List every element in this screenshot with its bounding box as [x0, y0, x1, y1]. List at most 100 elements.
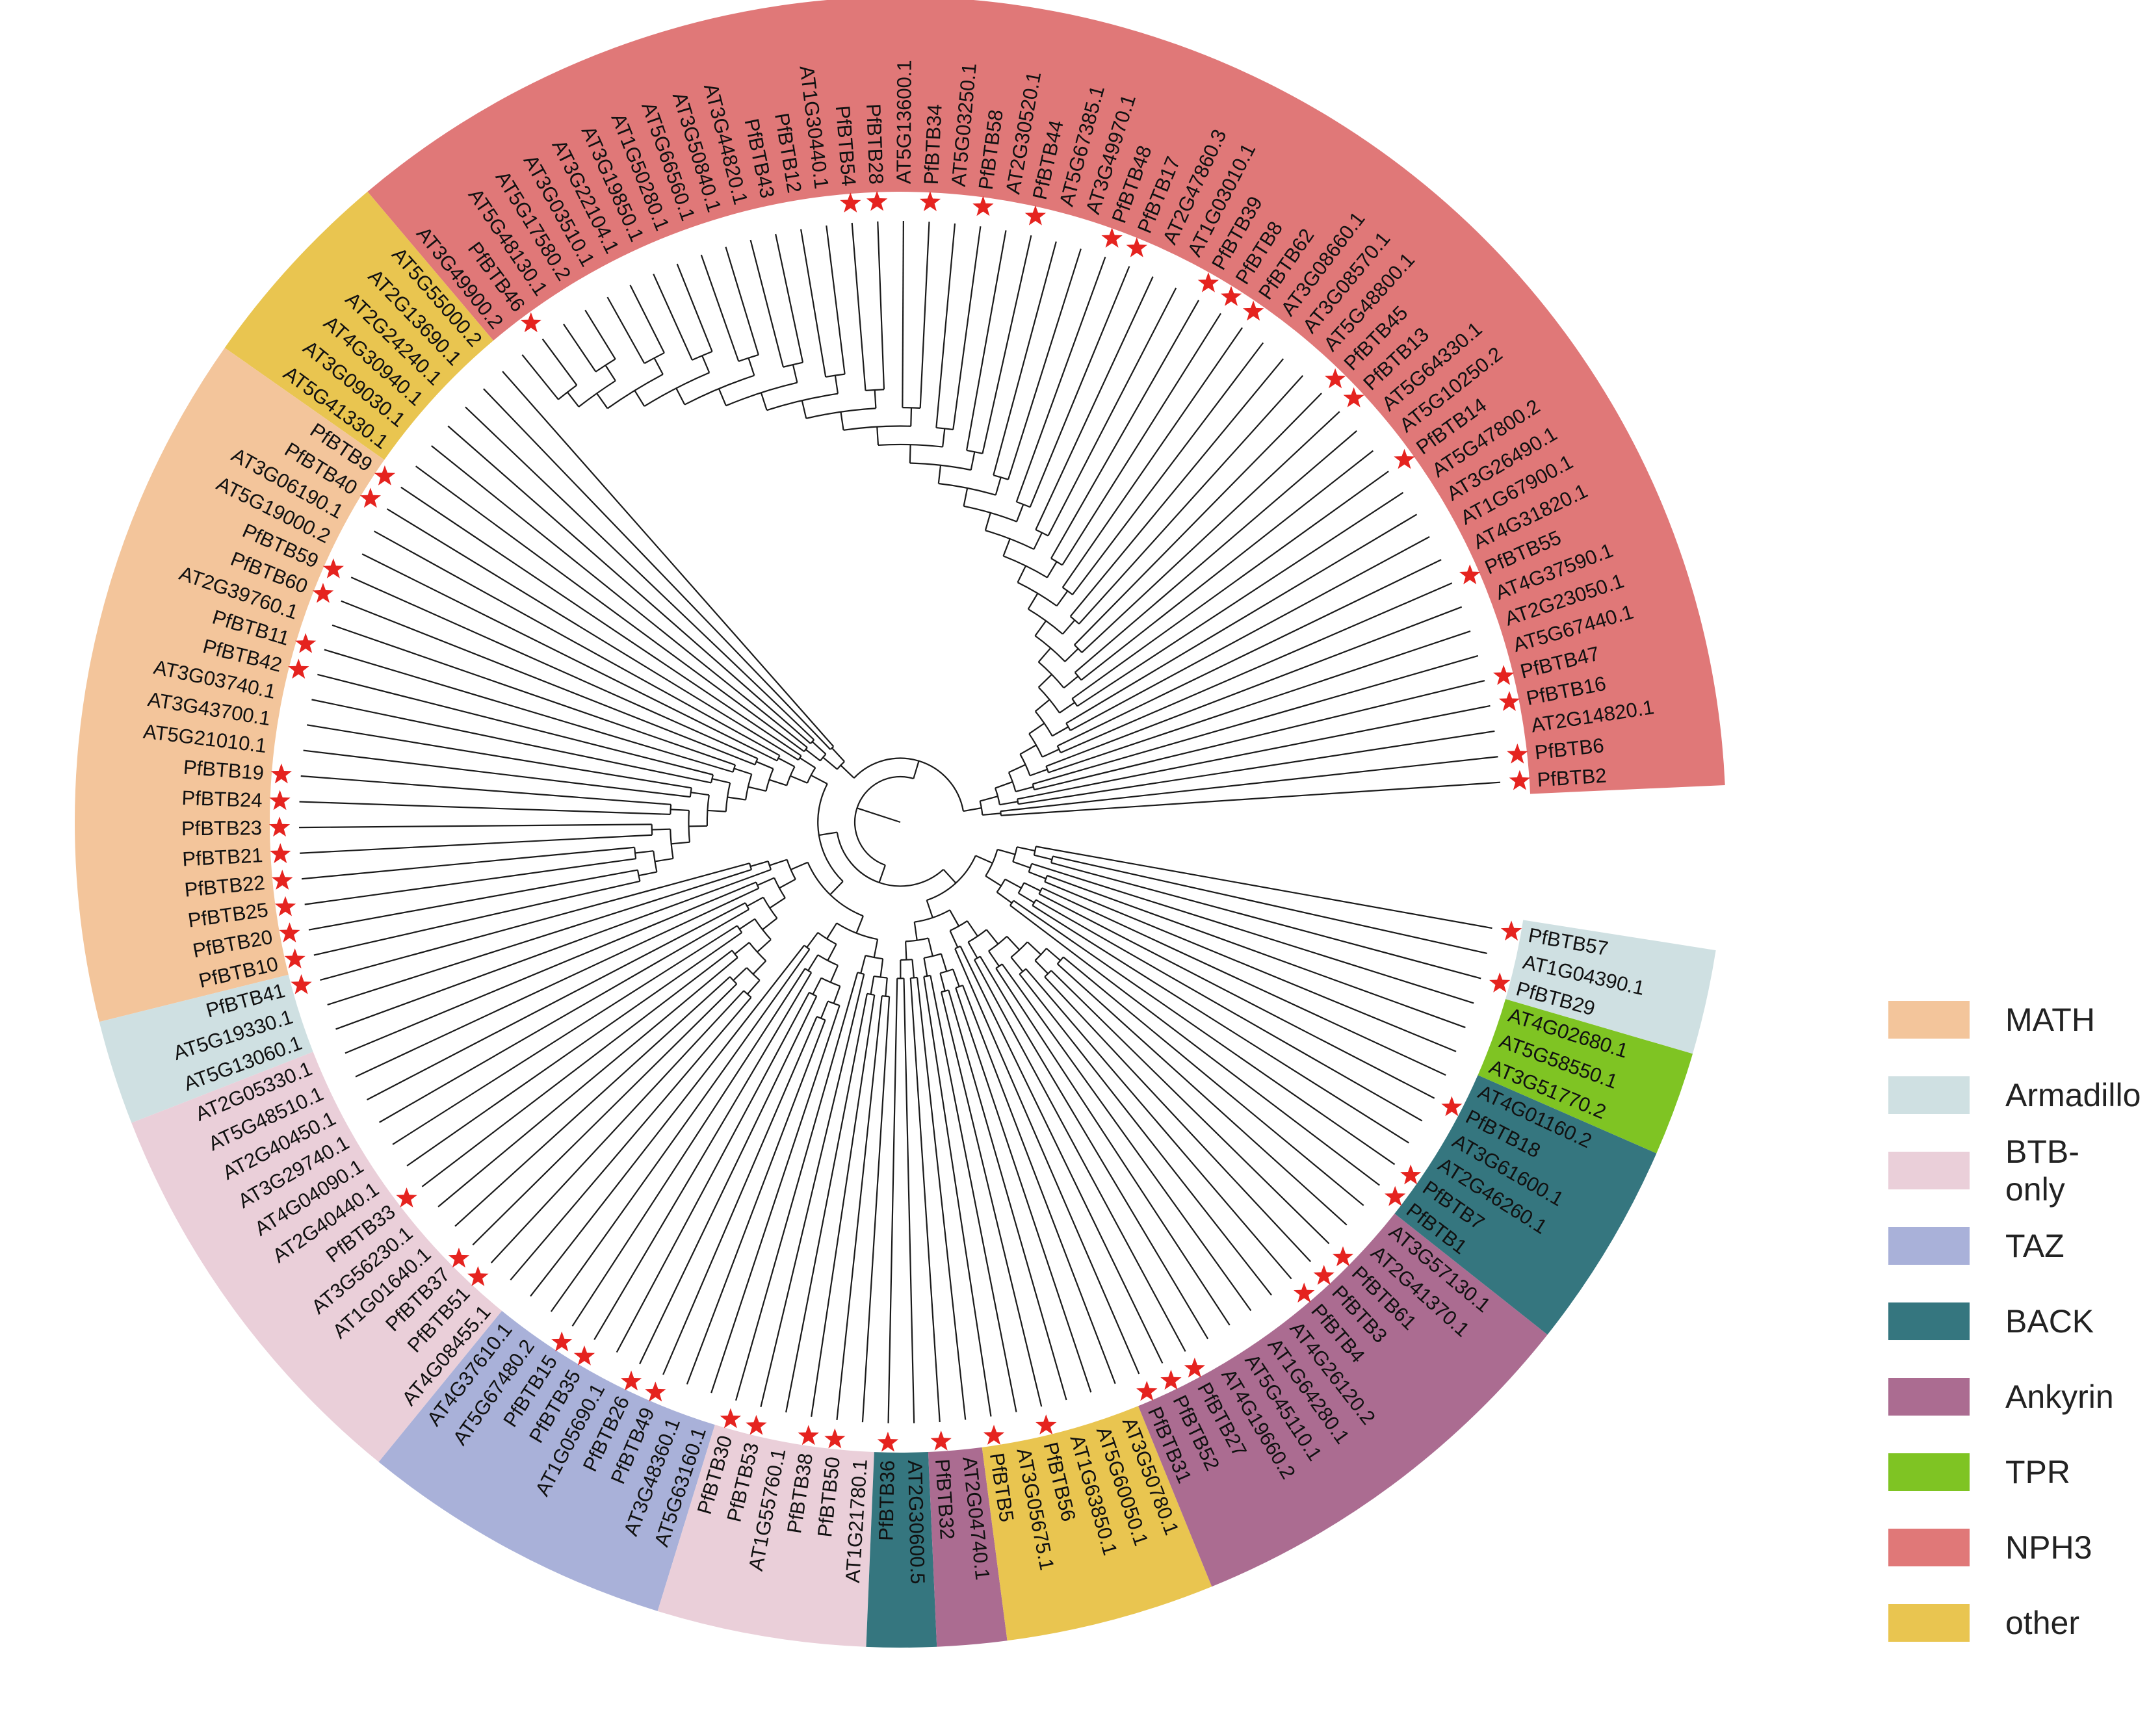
- clade-band-ankyrin: [928, 1447, 1008, 1647]
- star-icon: [645, 1381, 666, 1402]
- internal-branch: [1002, 538, 1011, 556]
- leaf-branch: [1046, 606, 1463, 767]
- clade-band-nph3: [367, 0, 1725, 794]
- leaf-branch: [909, 978, 941, 1423]
- star-icon: [1242, 300, 1264, 321]
- star-icon: [573, 1345, 595, 1366]
- internal-branch: [747, 979, 761, 995]
- leaf-branch: [966, 230, 1007, 451]
- internal-branch: [762, 917, 778, 931]
- legend-item-tpr: TPR: [1888, 1453, 2135, 1491]
- leaf-branch: [982, 235, 1032, 454]
- leaf-branch: [431, 445, 808, 748]
- node-arc: [744, 902, 750, 910]
- node-arc: [1037, 686, 1060, 714]
- internal-branch: [926, 900, 933, 918]
- leaf-branch: [1035, 899, 1423, 1122]
- internal-branch: [942, 428, 946, 447]
- node-arc: [1017, 882, 1025, 894]
- star-icon: [467, 1265, 489, 1286]
- legend-label-btb-only: BTB-only: [2005, 1134, 2079, 1208]
- node-arc: [985, 849, 998, 877]
- internal-branch: [1028, 722, 1045, 734]
- leaf-label: PfBTB28: [862, 103, 888, 185]
- leaf-branch: [1056, 963, 1348, 1226]
- node-arc: [806, 767, 816, 784]
- node-arc: [817, 954, 839, 966]
- internal-branch: [939, 973, 946, 992]
- leaf-branch: [341, 600, 755, 766]
- leaf-branch: [836, 996, 883, 1420]
- star-icon: [1294, 1282, 1315, 1303]
- internal-branch: [878, 864, 886, 883]
- leaf-branch: [324, 649, 733, 773]
- internal-branch: [970, 452, 976, 471]
- node-arc: [1071, 698, 1078, 707]
- leaf-branch: [510, 996, 752, 1281]
- leaf-branch: [1000, 781, 1501, 816]
- node-arc: [941, 989, 949, 993]
- clade-band-other: [982, 1406, 1212, 1641]
- leaf-branch: [379, 909, 749, 1123]
- legend-label-tpr: TPR: [2005, 1454, 2070, 1490]
- node-arc: [1032, 784, 1035, 790]
- node-arc: [558, 384, 577, 400]
- internal-branch: [1016, 504, 1024, 522]
- internal-branch: [874, 389, 877, 409]
- leaf-branch: [941, 991, 1043, 1407]
- node-arc: [909, 462, 971, 471]
- internal-branch: [982, 812, 1001, 816]
- internal-branch: [834, 375, 839, 394]
- internal-branch: [909, 445, 911, 463]
- internal-branch: [671, 841, 690, 845]
- internal-branch: [1037, 673, 1052, 688]
- leaf-branch: [959, 946, 1164, 1364]
- legend-swatch-other: [1888, 1604, 1970, 1642]
- internal-branch: [792, 364, 798, 383]
- internal-branch: [1017, 565, 1026, 583]
- leaf-branch: [317, 673, 714, 776]
- internal-branch: [923, 957, 928, 976]
- internal-branch: [1034, 620, 1047, 636]
- leaf-branch: [735, 972, 859, 1401]
- star-icon: [1160, 1369, 1182, 1390]
- leaf-branch: [392, 925, 738, 1145]
- leaf-branch: [421, 950, 733, 1187]
- leaf-branch: [1025, 968, 1292, 1280]
- star-icon: [1489, 972, 1511, 992]
- internal-branch: [1034, 960, 1048, 974]
- leaf-branch: [749, 239, 784, 368]
- node-arc: [853, 757, 965, 812]
- leaf-branch: [1047, 875, 1466, 1028]
- leaf-branch: [465, 406, 814, 741]
- leaf-branch: [335, 868, 772, 1030]
- star-icon: [840, 192, 861, 213]
- internal-branch: [1046, 948, 1061, 961]
- internal-branch: [1017, 846, 1035, 852]
- leaf-branch: [653, 274, 693, 361]
- internal-branch: [790, 775, 808, 784]
- leaf-branch: [1080, 450, 1374, 681]
- internal-branch: [690, 792, 709, 796]
- clade-band-back: [1394, 1075, 1657, 1335]
- leaf-branch: [571, 968, 806, 1327]
- clade-band-layer: [75, 0, 1725, 1648]
- internal-branch: [995, 781, 1013, 789]
- node-arc: [1062, 586, 1073, 595]
- star-icon: [322, 558, 344, 578]
- internal-branch: [733, 967, 748, 981]
- node-arc: [878, 443, 943, 448]
- internal-branch: [928, 938, 933, 957]
- leaf-branch: [584, 309, 616, 360]
- internal-branch: [769, 859, 788, 866]
- internal-branch: [829, 881, 844, 896]
- internal-branch: [833, 985, 841, 1004]
- internal-branch: [752, 960, 767, 975]
- leaf-branch: [299, 823, 652, 829]
- leaf-branch: [639, 996, 818, 1365]
- leaf-branch: [1048, 630, 1471, 773]
- node-arc: [950, 920, 968, 931]
- leaf-branch: [606, 296, 645, 364]
- node-arc: [985, 530, 1034, 551]
- leaf-branch: [1074, 393, 1322, 645]
